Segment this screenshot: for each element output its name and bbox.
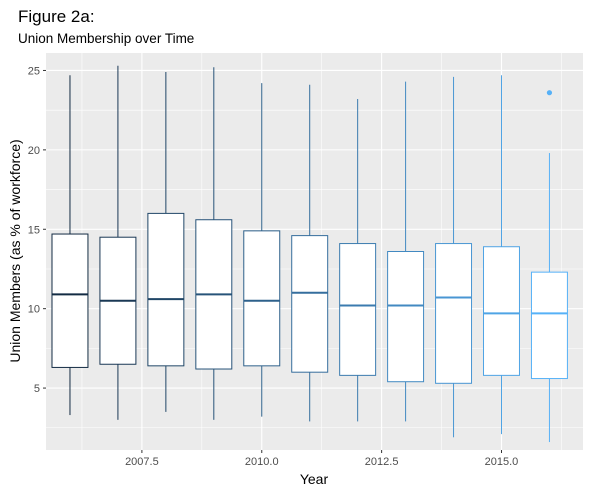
x-tick-label: 2015.0 — [485, 456, 519, 468]
box-body — [483, 246, 520, 376]
box-body — [530, 271, 568, 380]
figure-subtitle: Union Membership over Time — [18, 31, 195, 46]
y-tick-label: 25 — [28, 65, 40, 77]
y-axis-ticks: 5 10 15 20 25 — [28, 65, 46, 395]
box-2014 — [435, 76, 473, 438]
x-axis-ticks: 2007.5 2010.0 2012.5 2015.0 — [125, 450, 518, 468]
y-tick-label: 20 — [28, 145, 40, 157]
x-axis-title: Year — [300, 471, 329, 487]
box-body — [339, 243, 377, 376]
box-2013 — [387, 81, 425, 422]
box-2008 — [147, 72, 185, 412]
box-2015 — [483, 75, 520, 435]
boxplot-series — [51, 65, 568, 443]
box-body — [51, 233, 89, 368]
box-body — [435, 243, 473, 384]
y-tick-label: 15 — [28, 224, 40, 236]
x-tick-label: 2010.0 — [245, 456, 279, 468]
box-2006 — [51, 75, 89, 416]
y-tick-label: 10 — [28, 304, 40, 316]
y-axis-title: Union Members (as % of workforce) — [7, 139, 23, 362]
figure-title: Figure 2a: — [18, 7, 95, 26]
x-tick-label: 2012.5 — [365, 456, 399, 468]
y-tick-label: 5 — [34, 383, 40, 395]
box-2016 — [530, 90, 568, 443]
box-2009 — [195, 67, 233, 420]
box-2007 — [99, 65, 137, 420]
box-body — [147, 212, 185, 367]
box-2012 — [339, 99, 377, 422]
box-body — [387, 251, 425, 383]
box-body — [291, 235, 329, 373]
box-2011 — [291, 84, 329, 422]
outlier-point — [546, 90, 553, 96]
x-tick-label: 2007.5 — [125, 456, 159, 468]
box-body — [243, 230, 281, 367]
box-2010 — [243, 83, 281, 417]
